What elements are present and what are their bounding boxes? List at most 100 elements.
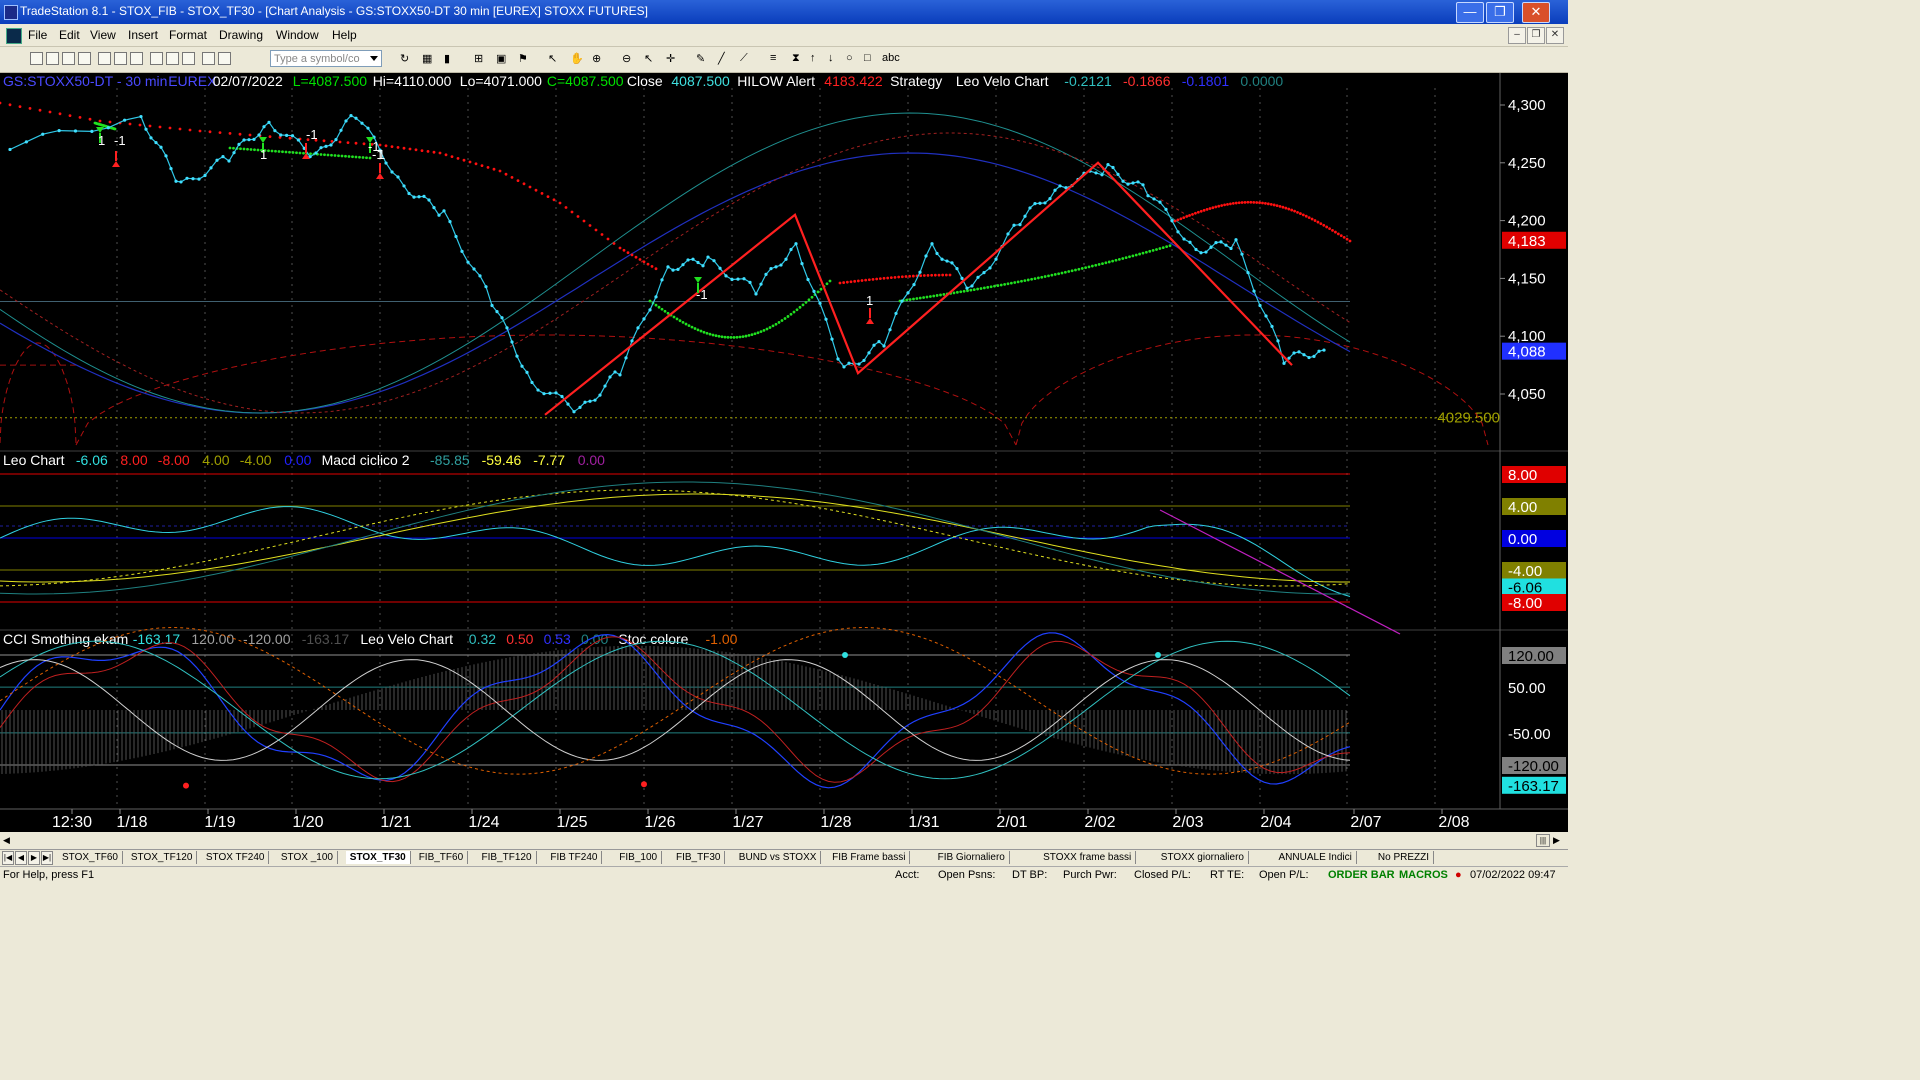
line-icon[interactable]: ╱: [718, 53, 725, 65]
tab-no-prezzi[interactable]: No PREZZI: [1374, 851, 1435, 864]
print-icon[interactable]: [78, 52, 91, 65]
circle-icon[interactable]: ○: [846, 52, 853, 64]
mdi-minimize-button[interactable]: –: [1508, 27, 1526, 44]
tab-stoxx-giornaliero[interactable]: STOXX giornaliero: [1157, 851, 1249, 864]
arrow-up-icon[interactable]: ↑: [810, 52, 816, 64]
price-point: [1224, 243, 1228, 247]
tab-stox-tf240[interactable]: STOX TF240: [202, 851, 270, 864]
time-axis-tick: 1/18: [116, 814, 147, 831]
tab-stox-tf60[interactable]: STOX_TF60: [58, 851, 123, 864]
chart-window-icon[interactable]: [6, 28, 22, 44]
symbol-dropdown-icon[interactable]: [370, 56, 378, 61]
menu-help[interactable]: Help: [332, 28, 357, 42]
price-point: [344, 119, 348, 123]
cursor-icon[interactable]: ↖: [644, 53, 654, 65]
grid-icon[interactable]: ▦: [422, 53, 433, 65]
mdi-close-button[interactable]: ✕: [1546, 27, 1564, 44]
tab-fib-frame-bassi[interactable]: FIB Frame bassi: [828, 851, 911, 864]
support-dot: [1067, 270, 1071, 273]
trend-line: [1159, 509, 1401, 635]
tab-bund-vs-stoxx[interactable]: BUND vs STOXX: [735, 851, 822, 864]
tab-fib-tf240[interactable]: FIB TF240: [546, 851, 603, 864]
tab-last-icon[interactable]: ▶|: [41, 851, 53, 865]
cut-icon[interactable]: [98, 52, 111, 65]
redo-icon[interactable]: [166, 52, 179, 65]
menu-drawing[interactable]: Drawing: [219, 28, 264, 42]
time-axis-tick: 1/31: [908, 814, 939, 831]
minimize-button[interactable]: —: [1456, 2, 1484, 23]
arrow-down-icon[interactable]: ↓: [828, 52, 834, 64]
text-icon[interactable]: abc: [882, 52, 900, 64]
tab-fib-tf60[interactable]: FIB_TF60: [415, 851, 469, 864]
close-button[interactable]: ✕: [1522, 2, 1550, 23]
menu-view[interactable]: View: [90, 28, 116, 42]
price-point: [877, 339, 881, 344]
support-dot: [1141, 251, 1145, 255]
macd-line: [0, 493, 1350, 583]
lock-icon[interactable]: [182, 52, 195, 65]
tab-fib-giornaliero[interactable]: FIB Giornaliero: [934, 851, 1010, 864]
scroll-left-icon[interactable]: ◀: [3, 835, 10, 845]
order-bar-button[interactable]: ORDER BAR: [1328, 869, 1395, 881]
draw-icon[interactable]: ✎: [696, 53, 706, 65]
menu-edit[interactable]: Edit: [59, 28, 80, 42]
alert-dot: [1179, 217, 1183, 221]
tab-stoxx-frame-bassi[interactable]: STOXX frame bassi: [1039, 851, 1137, 864]
save-icon[interactable]: [62, 52, 75, 65]
new-icon[interactable]: [30, 52, 43, 65]
tab-stox-100[interactable]: STOX _100: [277, 851, 338, 864]
zoom-in-icon[interactable]: ⊕: [592, 53, 602, 65]
alert-icon[interactable]: ⚑: [518, 53, 528, 65]
alert-dot: [426, 150, 430, 153]
tab-annuale-indici[interactable]: ANNUALE Indici: [1275, 851, 1357, 864]
menu-window[interactable]: Window: [276, 28, 319, 42]
chart-analysis-window[interactable]: GS:STOXX50-DT - 30 min EUREX 02/07/2022 L=4…: [0, 73, 1568, 832]
symbol-input[interactable]: Type a symbol/co: [270, 50, 382, 67]
tab-fib-100[interactable]: FIB_100: [615, 851, 663, 864]
scroll-thumb[interactable]: |||: [1536, 834, 1550, 847]
window-icon[interactable]: ▣: [496, 53, 507, 65]
price-point: [530, 380, 534, 385]
undo-icon[interactable]: [150, 52, 163, 65]
price-tag: [1502, 342, 1566, 360]
fib-icon[interactable]: ⧗: [792, 52, 800, 64]
tab-first-icon[interactable]: |◀: [2, 851, 14, 865]
macros-button[interactable]: MACROS: [1399, 869, 1448, 881]
bars-icon[interactable]: ▮: [444, 53, 451, 65]
paste-icon[interactable]: [130, 52, 143, 65]
support-dot: [1050, 273, 1054, 277]
tab-fib-tf30[interactable]: FIB_TF30: [672, 851, 726, 864]
tab-prev-icon[interactable]: ◀: [15, 851, 27, 865]
menu-insert[interactable]: Insert: [128, 28, 159, 42]
pointer-icon[interactable]: ↖: [548, 53, 558, 65]
copy-icon[interactable]: [114, 52, 127, 65]
hand-icon[interactable]: ✋: [570, 53, 584, 65]
link-icon[interactable]: [202, 52, 215, 65]
trend-icon[interactable]: ⟋: [740, 52, 748, 64]
horizontal-scrollbar[interactable]: ◀ ||| ▶: [0, 832, 1568, 848]
mdi-restore-button[interactable]: ❐: [1527, 27, 1545, 44]
insert-icon[interactable]: ⊞: [474, 53, 484, 65]
channel-icon[interactable]: ≡: [770, 52, 777, 64]
tab-stox-tf120[interactable]: STOX_TF120: [127, 851, 198, 864]
price-point: [1170, 219, 1174, 223]
zoom-out-icon[interactable]: ⊖: [622, 53, 632, 65]
tab-next-icon[interactable]: ▶: [28, 851, 40, 865]
price-point: [334, 138, 338, 142]
settings-icon[interactable]: [218, 52, 231, 65]
price-point: [454, 234, 458, 239]
menu-format[interactable]: Format: [169, 28, 208, 42]
tab-fib-tf120[interactable]: FIB_TF120: [478, 851, 537, 864]
refresh-icon[interactable]: ↻: [400, 53, 410, 65]
crosshair-icon[interactable]: ✛: [666, 53, 676, 65]
tab-stox-tf30[interactable]: STOX_TF30: [345, 851, 411, 864]
app-icon[interactable]: [4, 5, 18, 20]
restore-button[interactable]: ❐: [1486, 2, 1514, 23]
scroll-right-icon[interactable]: ▶: [1553, 835, 1560, 845]
price-point: [1012, 223, 1016, 227]
open-icon[interactable]: [46, 52, 59, 65]
connection-status-icon: ●: [1455, 869, 1462, 881]
rect-icon[interactable]: □: [864, 52, 871, 64]
menu-file[interactable]: File: [28, 28, 48, 42]
